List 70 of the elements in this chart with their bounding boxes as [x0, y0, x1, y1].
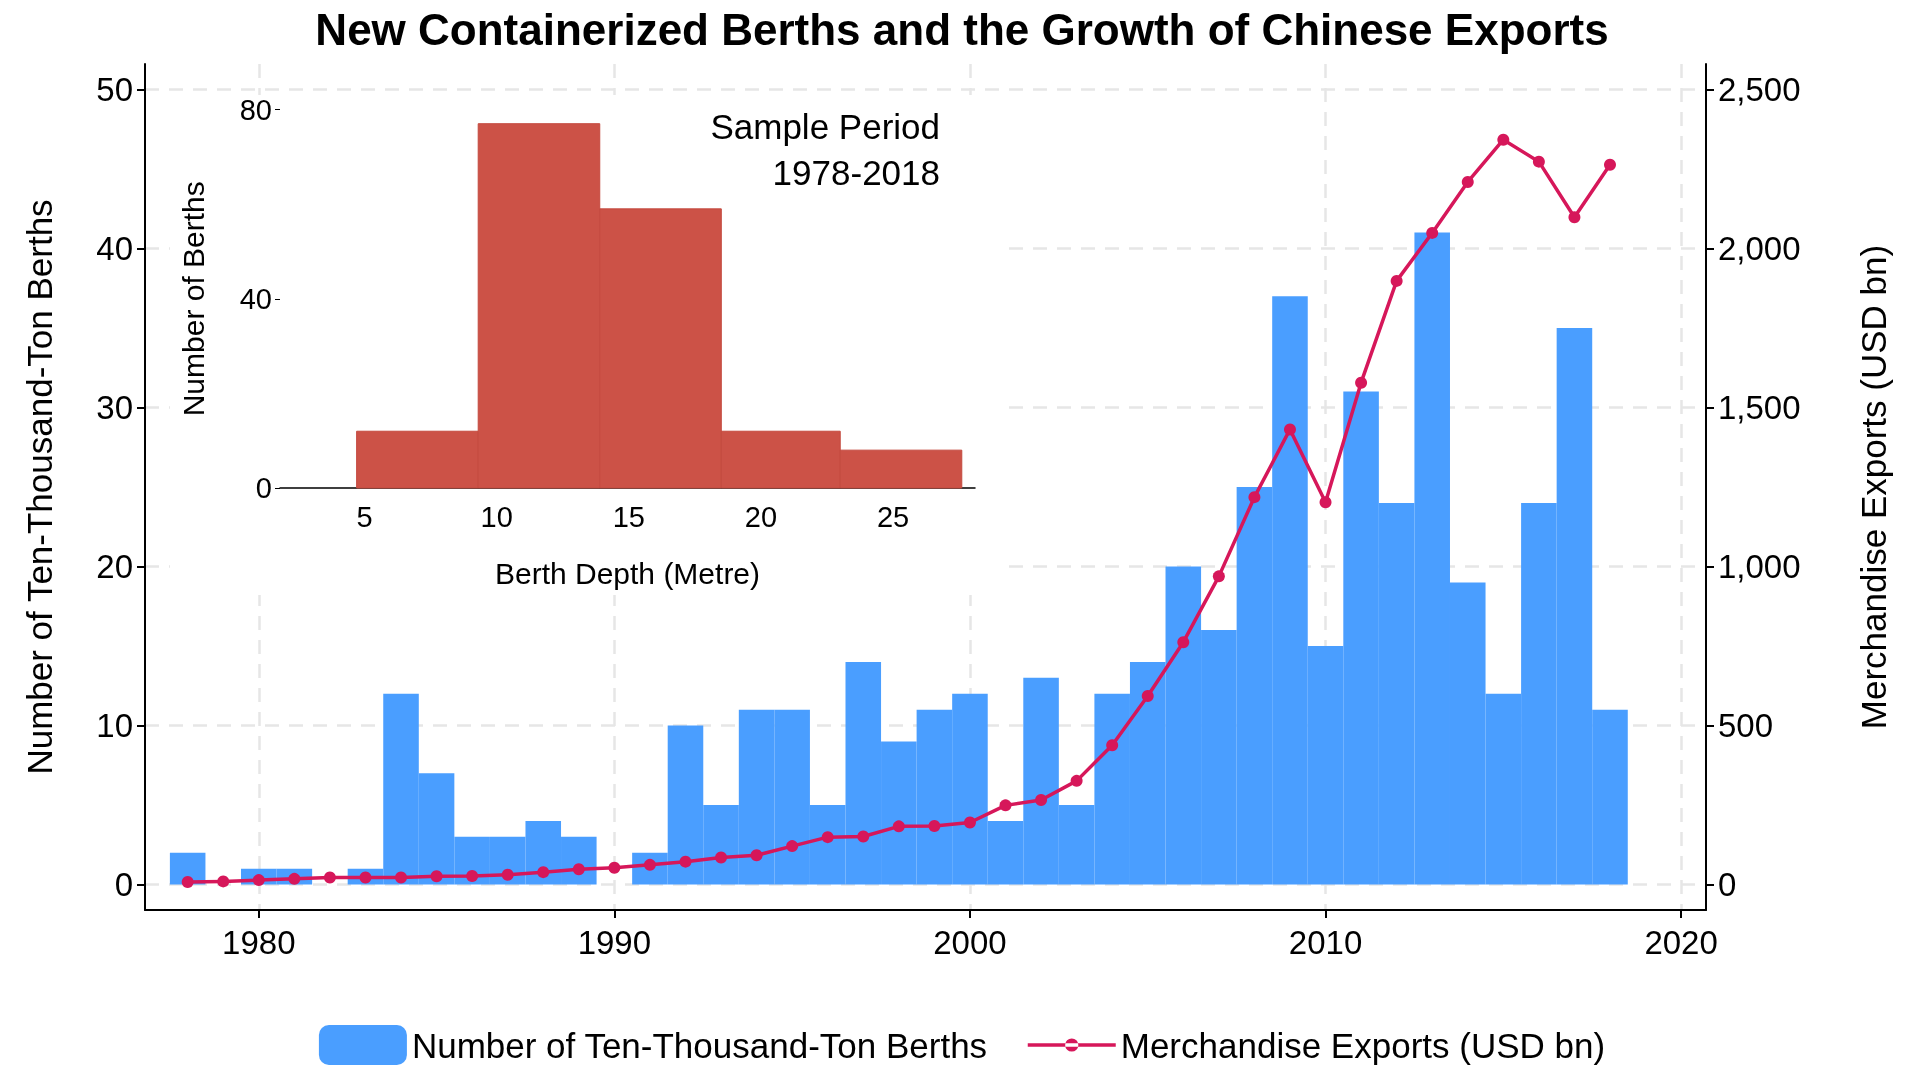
y2-tick-label: 1,000 — [1718, 548, 1801, 586]
x-axis-title: Berth Depth (Metre) — [494, 556, 761, 590]
point — [963, 816, 976, 829]
point — [537, 866, 550, 879]
point — [1283, 423, 1296, 436]
y-tick-label: 50 — [96, 70, 133, 108]
point — [1035, 793, 1048, 806]
y-tick-label: 40 — [96, 229, 133, 267]
point — [679, 855, 692, 868]
point — [217, 875, 230, 888]
x-tick-label: 15 — [612, 500, 645, 533]
point — [857, 830, 870, 843]
point — [928, 820, 941, 833]
y-tick-label: 0 — [255, 472, 272, 504]
x-tick-label: 2010 — [1288, 924, 1363, 961]
y2-tick-label: 2,500 — [1718, 70, 1801, 108]
x-tick-label: 1980 — [222, 924, 296, 961]
annotation: Sample Period 1978-2018 — [710, 106, 940, 192]
y2-tick-label: 500 — [1718, 707, 1774, 745]
point — [821, 831, 834, 844]
x-tick-label: 5 — [356, 500, 373, 533]
point — [1390, 274, 1403, 287]
y-tick-label: 20 — [96, 548, 133, 586]
y2-tick-label: 0 — [1718, 866, 1737, 904]
y-tick-label: 80 — [239, 93, 272, 126]
point — [1319, 496, 1332, 509]
point — [572, 863, 585, 876]
point — [1106, 739, 1119, 752]
point — [999, 799, 1012, 812]
y-tick-label: 10 — [96, 707, 133, 745]
y-tick-label: 0 — [114, 866, 133, 904]
legend-label: Number of Ten-Thousand-Ton Berths — [411, 1025, 988, 1065]
point — [1604, 158, 1616, 171]
y2-axis-title: Merchandise Exports (USD bn) — [1854, 244, 1893, 730]
point — [466, 869, 479, 882]
x-tick-label: 25 — [876, 500, 910, 533]
point — [608, 861, 621, 874]
y2-tick-label: 2,000 — [1718, 229, 1801, 267]
y-tick-label: 30 — [96, 388, 133, 426]
point — [395, 871, 408, 884]
point — [1141, 689, 1154, 702]
point — [1461, 176, 1474, 188]
x-tick-label: 2000 — [933, 924, 1007, 961]
chart-title: New Containerized Berths and the Growth of Chinese Exports — [315, 4, 1609, 54]
point — [323, 871, 336, 884]
point — [892, 820, 905, 833]
point — [1426, 226, 1439, 239]
point — [1177, 636, 1190, 649]
point — [750, 849, 763, 862]
x-tick-label: 20 — [744, 500, 778, 533]
point — [501, 868, 514, 881]
point — [786, 840, 799, 853]
point — [1070, 774, 1083, 787]
legend-label: Merchandise Exports (USD bn) — [1120, 1025, 1606, 1065]
point — [1212, 570, 1225, 583]
x-tick-label: 10 — [480, 500, 513, 533]
y2-tick-label: 1,500 — [1718, 388, 1801, 426]
point — [1532, 155, 1545, 168]
point — [1497, 133, 1510, 146]
point — [1248, 491, 1261, 504]
x-tick-label: 1990 — [577, 924, 652, 961]
point — [1355, 376, 1368, 389]
y-axis-title: Number of Ten-Thousand-Ton Berths — [20, 199, 59, 775]
point — [430, 870, 443, 883]
y-axis-title: Number of Berths — [176, 181, 210, 417]
point — [715, 851, 728, 864]
point — [1568, 211, 1581, 224]
x-tick-label: 2020 — [1644, 924, 1718, 961]
y-tick-label: 40 — [239, 282, 272, 315]
point — [181, 876, 194, 889]
